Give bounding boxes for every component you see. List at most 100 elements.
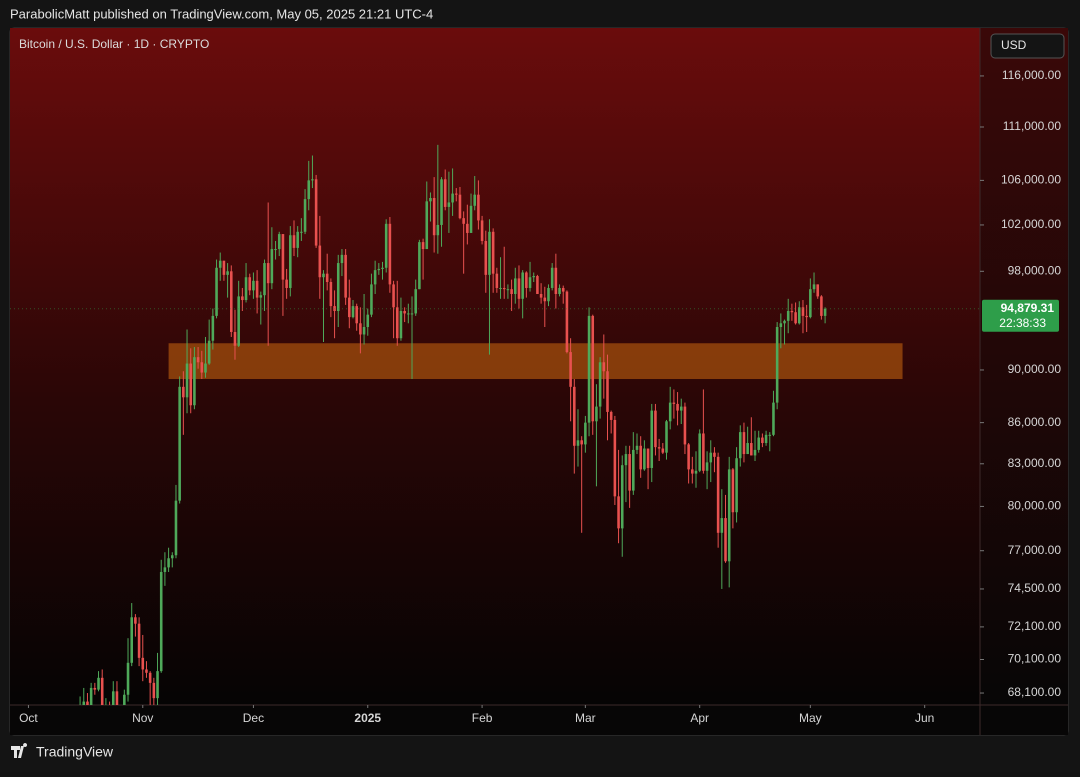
x-tick-label: Dec [243, 711, 264, 725]
candle-body [679, 406, 683, 411]
candle-body [606, 371, 609, 412]
y-tick-label: 70,100.00 [1008, 652, 1062, 666]
candle-body [469, 205, 473, 233]
candle-body [790, 310, 794, 313]
candle-body [624, 454, 628, 466]
x-tick-label: Jun [915, 711, 934, 725]
candle-body [370, 284, 373, 315]
candle-body [753, 449, 757, 456]
candle-body [300, 231, 303, 233]
candle-body [377, 268, 381, 271]
candle-body [137, 623, 141, 658]
candle-body [325, 273, 329, 282]
candle-body [573, 386, 576, 446]
candle-body [687, 444, 690, 470]
candle-body [440, 179, 443, 225]
candle-body [314, 179, 318, 246]
candle-body [218, 260, 222, 268]
candle-body [672, 402, 676, 404]
candle-body [222, 260, 226, 275]
price-tag [982, 299, 1059, 332]
candle-body [499, 287, 502, 289]
candle-body [429, 198, 432, 202]
candle-body [484, 240, 488, 275]
x-tick-label: May [799, 711, 822, 725]
candle-body [123, 694, 126, 705]
candle-body [373, 270, 377, 285]
candle-body [329, 281, 333, 307]
candle-body [86, 701, 89, 705]
candle-body [226, 271, 229, 275]
candle-body [794, 312, 797, 324]
price-tag-countdown: 22:38:33 [999, 316, 1046, 330]
y-tick-label: 111,000.00 [1003, 119, 1062, 133]
candle-body [584, 422, 587, 445]
candle-body [266, 263, 270, 284]
candle-body [436, 224, 440, 236]
candle-body [359, 323, 362, 335]
candle-body [502, 287, 506, 290]
candle-body [381, 267, 384, 269]
candle-body [750, 443, 753, 456]
candle-body [786, 310, 790, 321]
candle-body [480, 220, 484, 241]
candle-body [233, 331, 237, 346]
y-tick-label: 102,000.00 [1001, 217, 1061, 231]
candle-body [772, 402, 775, 435]
candle-body [351, 306, 355, 318]
y-tick-label: 116,000.00 [1002, 68, 1061, 82]
candle-body [159, 571, 163, 672]
currency-button[interactable] [990, 33, 1065, 59]
candle-body [185, 363, 189, 398]
candle-body [141, 657, 145, 670]
candle-body [816, 284, 820, 297]
candle-body [665, 421, 668, 453]
candle-body [126, 662, 130, 695]
candle-body [322, 273, 325, 278]
candle-body [643, 448, 646, 470]
candle-body [454, 193, 458, 195]
candle-body [801, 307, 805, 316]
time-axis-panel [10, 705, 1068, 735]
axes-layer: 116,000.00 111,000.00 106,000.00 102,000.00… [19, 68, 1061, 725]
candle-body [189, 363, 193, 406]
support-zone [168, 343, 903, 380]
price-tag-value: 94,879.31 [1001, 301, 1055, 315]
candle-body [207, 340, 211, 364]
candle-body [683, 406, 687, 445]
candle-body [698, 433, 701, 471]
candle-body [388, 223, 392, 285]
y-tick-label: 77,000.00 [1008, 543, 1062, 557]
candle-body [447, 202, 451, 207]
candle-body [182, 386, 185, 398]
brand-name: TradingView [36, 744, 114, 760]
candle-body [620, 465, 624, 529]
candle-body [565, 291, 569, 353]
candle-body [241, 296, 244, 301]
candle-body [263, 263, 266, 296]
candle-body [407, 313, 410, 315]
candle-body [716, 456, 720, 533]
candle-body [646, 448, 650, 468]
candle-body [340, 254, 344, 264]
candle-body [418, 242, 421, 290]
candle-body [211, 315, 215, 341]
candle-body [650, 410, 654, 468]
candle-body [403, 310, 406, 314]
candle-body [421, 242, 425, 250]
candle-body [569, 352, 572, 387]
candle-body [399, 310, 403, 339]
candle-body [277, 234, 281, 250]
candle-body [506, 289, 510, 291]
candle-body [392, 284, 395, 308]
symbol-title: Bitcoin / U.S. Dollar · 1D · CRYPTO [19, 37, 209, 51]
candle-body [657, 447, 661, 449]
candle-body [255, 280, 259, 298]
candle-body [451, 193, 454, 203]
candle-body [517, 278, 521, 299]
candle-body [466, 223, 469, 233]
candle-body [757, 437, 760, 450]
candle-body [738, 432, 742, 459]
candle-body [178, 386, 181, 501]
